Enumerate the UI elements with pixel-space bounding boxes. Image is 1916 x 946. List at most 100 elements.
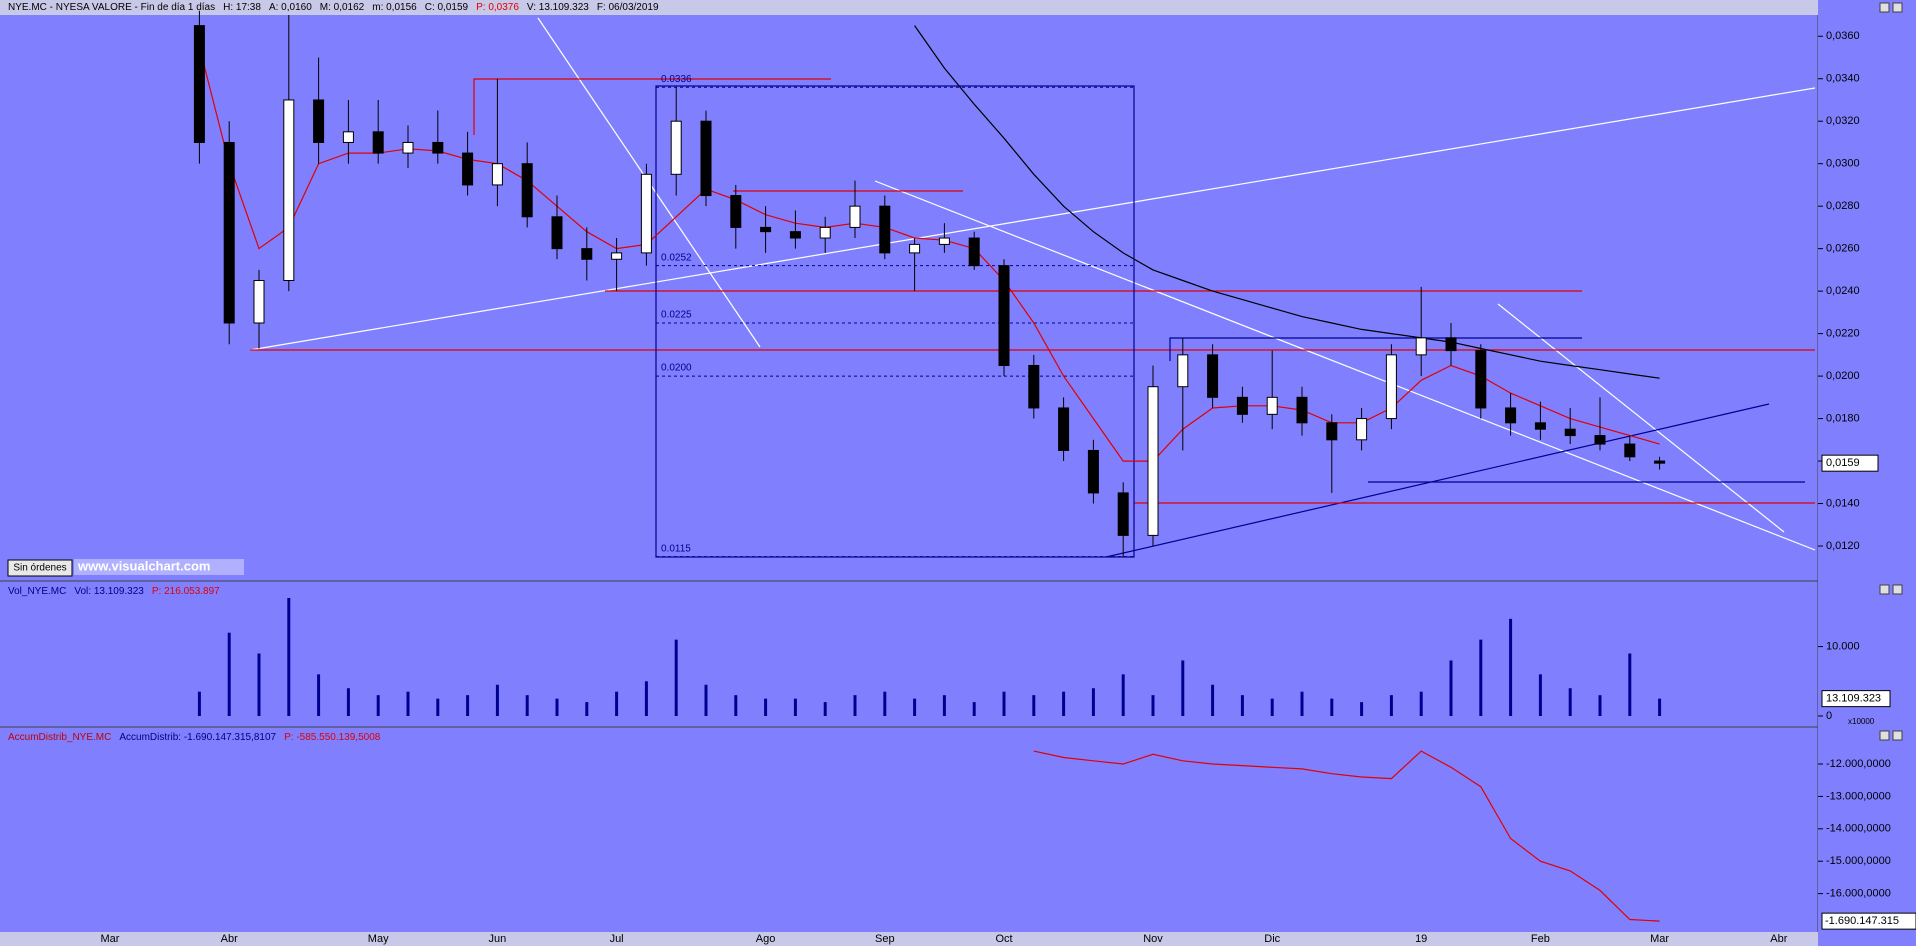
volume-bar [466, 695, 470, 716]
candle-body [1147, 386, 1159, 536]
volume-bar [1449, 660, 1453, 716]
candle-body [462, 152, 474, 186]
volume-bar [1062, 691, 1066, 716]
candle-body [283, 99, 295, 282]
x-tick-label: Abr [221, 933, 238, 945]
maximize-button[interactable] [1892, 2, 1903, 13]
candle-body [521, 163, 533, 218]
minimize-button[interactable] [1879, 730, 1890, 741]
y-tick-label: 0,0200 [1826, 370, 1860, 382]
volume-bar [734, 695, 738, 716]
x-tick-label: Jul [610, 933, 624, 945]
volume-bar [287, 598, 291, 716]
x-tick-label: 19 [1415, 933, 1427, 945]
orders-button[interactable] [7, 559, 73, 577]
watermark-bg [74, 559, 244, 575]
panel-title: NYE.MC - NYESA VALORE - Fin de día 1 día… [8, 2, 216, 13]
volume-bar [674, 639, 678, 716]
volume-bar [823, 702, 827, 716]
last-accum-box [1821, 912, 1916, 930]
volume-bar [853, 695, 857, 716]
candle-body [1385, 354, 1397, 420]
y-tick-label: -16.000,0000 [1826, 888, 1891, 900]
volume-bar [1211, 684, 1215, 716]
volume-bar [436, 698, 440, 716]
candle-body [819, 226, 831, 239]
fib-label: 0.0115 [661, 543, 691, 554]
candle-body [1475, 350, 1487, 409]
candle-body [193, 25, 205, 143]
candle-body [432, 141, 444, 154]
x-tick-label: Mar [1650, 933, 1669, 945]
candle-body [1058, 407, 1070, 451]
candle-body [402, 141, 414, 154]
volume-bar [585, 702, 589, 716]
candle-body [342, 131, 354, 143]
volume-bar [1270, 698, 1274, 716]
candle-body [551, 216, 563, 250]
trendline [1105, 403, 1770, 558]
candle-body [1594, 435, 1606, 445]
fib-label: 0.0225 [661, 310, 692, 321]
panel-stat: AccumDistrib: -1.690.147.315,8107 [119, 732, 277, 743]
trendline [249, 87, 1816, 351]
panel-stat: Vol: 13.109.323 [74, 586, 144, 597]
last-accum-label: -1.690.147.315 [1825, 915, 1899, 927]
candle-body [1296, 396, 1308, 424]
volume-bar [227, 632, 231, 716]
panel-header: AccumDistrib_NYE.MC AccumDistrib: -1.690.… [8, 732, 388, 743]
candle-body [1415, 337, 1427, 356]
candle-body [1564, 428, 1576, 437]
y-tick-label: -15.000,0000 [1826, 855, 1891, 867]
candle-body [1087, 449, 1099, 494]
volume-bar [1509, 618, 1513, 716]
y-tick-label: 0,0320 [1826, 115, 1860, 127]
x-tick-label: Feb [1531, 933, 1550, 945]
fib-box [655, 85, 1135, 558]
volume-bar [1479, 639, 1483, 716]
volume-bar [1032, 695, 1036, 716]
last-price-label: 0,0159 [1826, 457, 1860, 469]
minimize-button[interactable] [1879, 584, 1890, 595]
volume-scale-label: x10000 [1848, 717, 1875, 726]
x-tick-label: Nov [1143, 933, 1163, 945]
candle-body [760, 226, 772, 233]
candle-body [1028, 364, 1040, 409]
volume-bar [913, 698, 917, 716]
moving-average [914, 25, 1660, 379]
maximize-button[interactable] [1892, 730, 1903, 741]
volume-bar [1091, 688, 1095, 716]
volume-bar [972, 702, 976, 716]
volume-bar [1628, 653, 1632, 716]
candle-body [1266, 396, 1278, 415]
y-tick-label: 0,0120 [1826, 540, 1860, 552]
candle-body [789, 231, 801, 239]
y-tick-label: 0,0300 [1826, 158, 1860, 170]
volume-bar [376, 695, 380, 716]
panel-stat: m: 0,0156 [372, 2, 417, 13]
x-tick-label: Mar [101, 933, 120, 945]
fib-label: 0.0200 [661, 363, 692, 374]
volume-bar [197, 691, 201, 716]
panel-header: NYE.MC - NYESA VALORE - Fin de día 1 día… [8, 2, 667, 13]
maximize-button[interactable] [1892, 584, 1903, 595]
accum-line [1033, 750, 1660, 922]
trendline [874, 180, 1816, 551]
last-volume-box [1821, 690, 1891, 708]
y-tick-label: 0,0280 [1826, 200, 1860, 212]
y-tick-label: 0,0340 [1826, 73, 1860, 85]
fib-label: 0.0336 [661, 74, 692, 85]
y-tick-label: 0,0260 [1826, 243, 1860, 255]
candle-body [223, 141, 235, 324]
candle-body [491, 163, 503, 186]
axis-bg [1818, 0, 1916, 946]
panel-stat: H: 17:38 [223, 2, 261, 13]
minimize-button[interactable] [1879, 2, 1890, 13]
orders-button-label[interactable]: Sin órdenes [13, 563, 66, 574]
x-tick-label: Oct [995, 933, 1012, 945]
volume-bar [495, 684, 499, 716]
panel-stat: P: 216.053.897 [151, 586, 220, 597]
panel-buttons [1879, 2, 1903, 741]
volume-bar [942, 695, 946, 716]
